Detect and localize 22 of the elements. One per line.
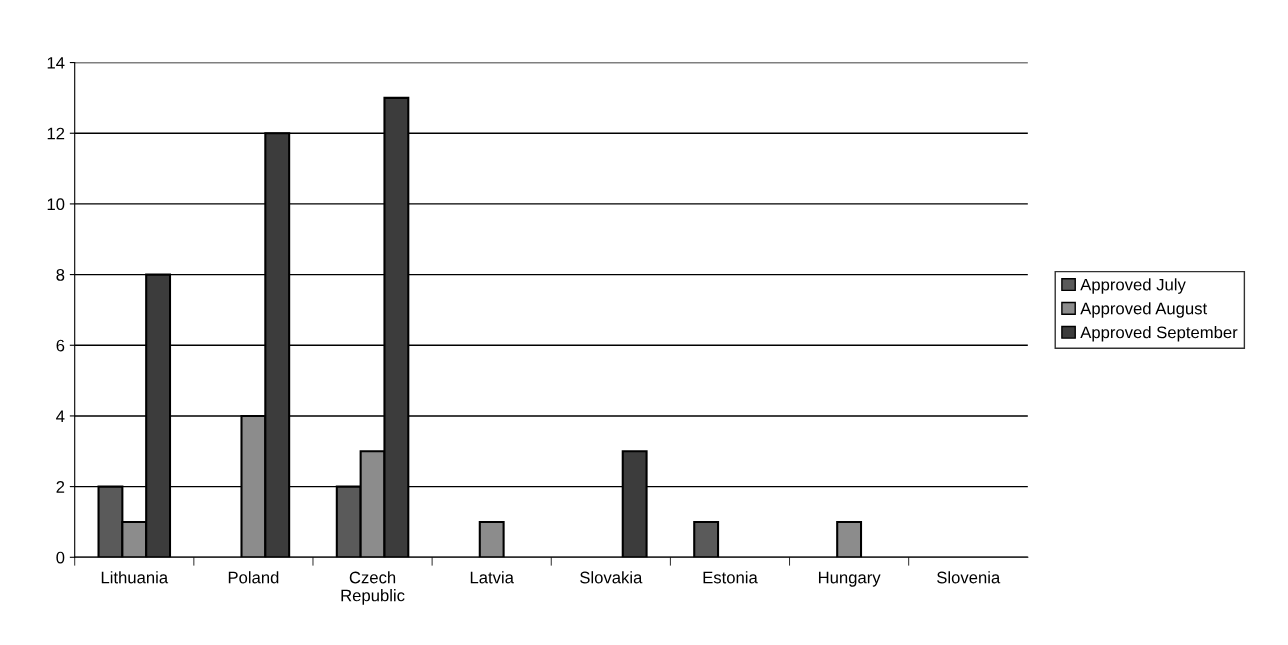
x-tick-label: Poland: [228, 571, 279, 584]
legend-label: Approved July: [1080, 278, 1186, 294]
y-tick-label: 14: [47, 57, 65, 69]
bar: [836, 520, 863, 558]
y-tick-label: 4: [56, 410, 65, 422]
y-tick-label: 8: [56, 268, 65, 281]
y-tick-label: 0: [56, 551, 65, 564]
legend-label: Approved September: [1080, 326, 1238, 342]
x-tick-label: Czech Republic: [341, 571, 405, 605]
y-tick-label: 6: [56, 339, 65, 352]
x-tick-label: Slovakia: [580, 571, 643, 584]
x-tick-label: Hungary: [818, 571, 881, 587]
x-tick-label: Slovenia: [937, 571, 1001, 584]
legend-label: Approved August: [1080, 302, 1208, 318]
x-tick-label: Latvia: [470, 571, 514, 584]
bar: [693, 520, 720, 558]
x-tick-label: Lithuania: [101, 571, 169, 584]
y-tick-label: 10: [47, 198, 65, 211]
bar: [478, 520, 505, 558]
y-tick-label: 12: [47, 127, 65, 140]
y-tick-label: 2: [56, 481, 65, 493]
x-tick-label: Estonia: [703, 571, 758, 584]
